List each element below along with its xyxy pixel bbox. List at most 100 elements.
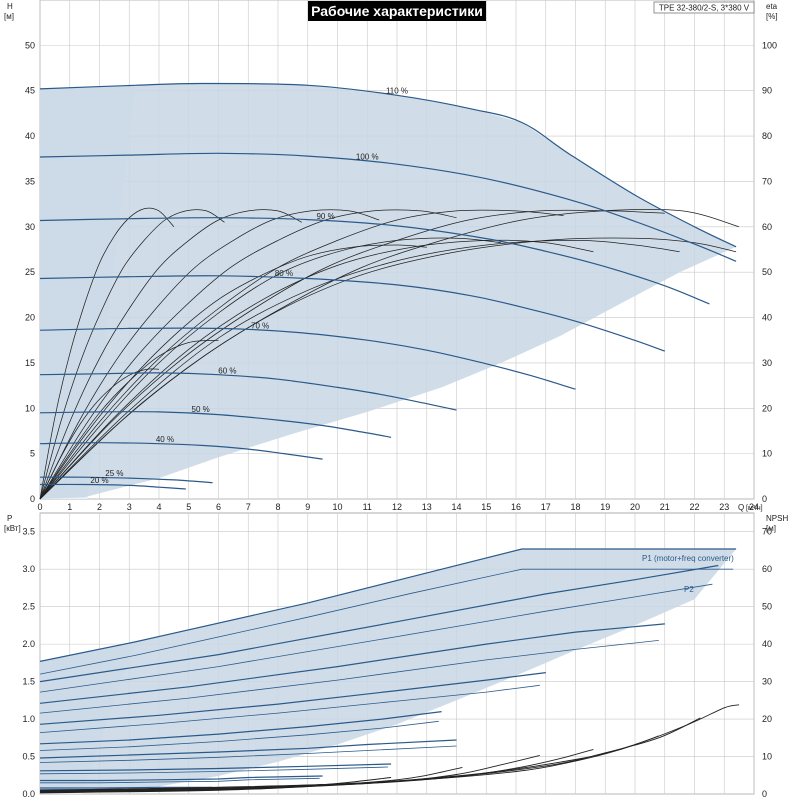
head-curve: [39, 476, 213, 484]
eta-curve: [39, 207, 175, 500]
power-curve: [40, 777, 320, 784]
eta-axis-unit: [%]: [766, 12, 778, 21]
eta-tick-label: 20: [762, 403, 772, 413]
eta-curve: [39, 237, 737, 500]
head-tick-label: 30: [25, 222, 35, 232]
eta-curve: [39, 209, 302, 500]
head-tick-label: 0: [30, 494, 35, 504]
npsh-tick-label: 40: [762, 639, 772, 649]
power-axis-label: P: [7, 514, 12, 523]
head-curve-label: 110 %: [386, 86, 408, 95]
power-curve: [39, 564, 719, 683]
head-tick-label: 10: [25, 403, 35, 413]
x-tick-label: 21: [660, 502, 670, 512]
eta-tick-label: 10: [762, 449, 772, 459]
head-tick-label: 45: [25, 86, 35, 96]
eta-tick-label: 60: [762, 222, 772, 232]
head-tick-label: 50: [25, 40, 35, 50]
npsh-tick-label: 0: [762, 789, 767, 799]
power-curve: [39, 711, 442, 745]
power-curve: [39, 745, 457, 763]
head-tick-label: 15: [25, 358, 35, 368]
head-curves: [39, 82, 737, 490]
eta-curve: [39, 239, 594, 500]
eta-curve: [39, 240, 680, 500]
head-curve: [39, 327, 576, 390]
eta-tick-label: 70: [762, 176, 772, 186]
power-curve: [39, 672, 546, 725]
power-curve: [39, 684, 540, 733]
flow-axis-label: Q: [738, 503, 744, 512]
x-tick-label: 15: [481, 502, 491, 512]
efficiency-curves: [39, 207, 740, 500]
npsh-tick-label: 60: [762, 564, 772, 574]
x-tick-label: 13: [422, 502, 432, 512]
head-curve-label: 20 %: [90, 476, 108, 485]
x-tick-label: 17: [541, 502, 551, 512]
head-curve: [39, 275, 665, 352]
head-chart: 0 1 2 3 4 5 6 7 8 9 10 11 12 13 14 15 16 17 18 19 20 21 22 23 24…: [4, 0, 778, 512]
head-tick-label: 35: [25, 176, 35, 186]
x-tick-label: 16: [511, 502, 521, 512]
eta-tick-label: 40: [762, 313, 772, 323]
x-tick-label: 22: [689, 502, 699, 512]
head-chart-ticks: 0 1 2 3 4 5 6 7 8 9 10 11 12 13 14 15 16 17 18 19 20 21 22 23 24…: [25, 40, 777, 512]
head-curve-label: 70 %: [251, 321, 269, 330]
head-curve-label: 80 %: [275, 269, 293, 278]
x-tick-label: 10: [332, 502, 342, 512]
power-curve: [39, 739, 457, 759]
model-box: [653, 1, 755, 14]
power-curve: [39, 640, 659, 714]
head-curve: [39, 442, 323, 460]
eta-curve: [39, 244, 427, 500]
eta-tick-label: 90: [762, 86, 772, 96]
power-tick-label: 0.0: [22, 789, 35, 799]
power-tick-label: 2.5: [22, 602, 35, 612]
eta-tick-label: 80: [762, 131, 772, 141]
flow-axis-unit: [м³/ч]: [746, 505, 763, 512]
npsh-curves: [39, 704, 740, 794]
power-tick-label: 3.5: [22, 527, 35, 537]
head-curve-labels: 110 % 100 % 90 % 80 % 70 % 60 % 50 % 40 % 25 %20…: [90, 86, 408, 485]
eta-curve: [39, 209, 457, 500]
eta-tick-label: 50: [762, 267, 772, 277]
legend-p2: P2: [684, 585, 694, 594]
power-tick-label: 2.0: [22, 639, 35, 649]
x-tick-label: 12: [392, 502, 402, 512]
operating-area: [40, 83, 737, 499]
head-curve-label: 100 %: [356, 152, 379, 161]
x-tick-label: 23: [719, 502, 729, 512]
eta-curve: [39, 209, 564, 500]
power-tick-label: 1.0: [22, 714, 35, 724]
x-tick-label: 7: [246, 502, 251, 512]
head-curve-label: 25 %: [105, 469, 123, 478]
npsh-tick-label: 30: [762, 677, 772, 687]
head-axis-unit: [м]: [4, 12, 14, 21]
head-curve-label: 90 %: [316, 212, 334, 221]
power-curve: [39, 548, 737, 662]
x-tick-label: 1: [67, 502, 72, 512]
power-curve: [40, 786, 213, 789]
npsh-tick-label: 70: [762, 527, 772, 537]
head-curve: [39, 152, 737, 262]
eta-curve: [39, 368, 160, 500]
power-axis-unit: [кВт]: [4, 524, 21, 533]
x-tick-label: 6: [216, 502, 221, 512]
eta-tick-label: 0: [762, 494, 767, 504]
x-tick-label: 14: [451, 502, 461, 512]
pump-model: TPE 32-380/2-S, 3*380 V: [659, 4, 750, 13]
x-tick-label: 18: [570, 502, 580, 512]
power-curve: [39, 568, 734, 675]
x-tick-label: 0: [37, 502, 42, 512]
power-curve: [39, 720, 439, 751]
x-tick-label: 19: [600, 502, 610, 512]
eta-curve: [39, 209, 380, 500]
npsh-curve: [39, 704, 740, 791]
head-curve-label: 60 %: [218, 366, 236, 375]
x-tick-label: 20: [630, 502, 640, 512]
x-tick-label: 8: [275, 502, 280, 512]
eta-tick-label: 100: [762, 40, 777, 50]
x-tick-label: 4: [156, 502, 161, 512]
head-curve: [39, 372, 457, 411]
